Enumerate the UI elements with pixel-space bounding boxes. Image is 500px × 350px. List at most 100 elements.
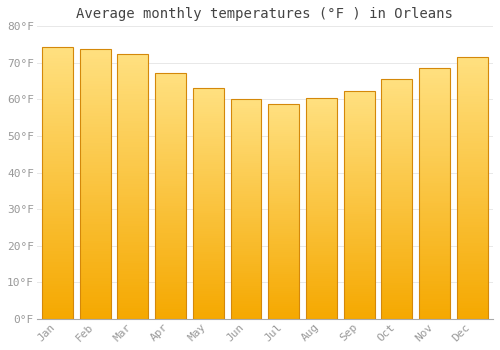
Bar — [306, 217, 337, 220]
Bar — [344, 260, 374, 262]
Bar — [230, 288, 262, 290]
Bar — [457, 251, 488, 253]
Bar — [457, 172, 488, 175]
Bar — [344, 216, 374, 219]
Bar — [306, 299, 337, 301]
Bar — [42, 197, 73, 199]
Bar — [118, 94, 148, 97]
Bar — [344, 144, 374, 146]
Bar — [193, 289, 224, 291]
Bar — [118, 258, 148, 261]
Bar — [80, 103, 110, 105]
Bar — [118, 269, 148, 271]
Bar — [118, 290, 148, 293]
Bar — [193, 89, 224, 319]
Bar — [419, 196, 450, 198]
Bar — [118, 118, 148, 120]
Bar — [382, 142, 412, 144]
Bar — [382, 182, 412, 185]
Bar — [118, 60, 148, 62]
Bar — [344, 168, 374, 171]
Bar — [42, 96, 73, 99]
Bar — [344, 266, 374, 269]
Bar — [419, 286, 450, 289]
Bar — [193, 257, 224, 259]
Bar — [80, 92, 110, 94]
Bar — [155, 139, 186, 142]
Bar — [155, 88, 186, 90]
Bar — [118, 70, 148, 73]
Bar — [457, 177, 488, 180]
Bar — [118, 187, 148, 189]
Bar — [230, 178, 262, 180]
Bar — [193, 102, 224, 105]
Bar — [457, 57, 488, 60]
Bar — [155, 245, 186, 247]
Bar — [118, 99, 148, 102]
Bar — [230, 196, 262, 198]
Bar — [344, 121, 374, 123]
Bar — [268, 142, 299, 145]
Bar — [457, 60, 488, 62]
Bar — [42, 194, 73, 197]
Bar — [419, 108, 450, 110]
Bar — [230, 231, 262, 233]
Bar — [382, 168, 412, 170]
Bar — [457, 162, 488, 164]
Bar — [155, 154, 186, 156]
Bar — [155, 147, 186, 149]
Bar — [268, 158, 299, 160]
Bar — [382, 264, 412, 266]
Bar — [230, 315, 262, 317]
Bar — [268, 112, 299, 114]
Bar — [344, 314, 374, 317]
Bar — [382, 204, 412, 206]
Bar — [306, 178, 337, 180]
Bar — [268, 106, 299, 108]
Bar — [419, 188, 450, 191]
Bar — [42, 112, 73, 115]
Bar — [155, 127, 186, 130]
Bar — [268, 121, 299, 123]
Bar — [382, 158, 412, 161]
Bar — [155, 174, 186, 176]
Bar — [268, 183, 299, 186]
Bar — [155, 90, 186, 92]
Bar — [382, 122, 412, 125]
Bar — [42, 129, 73, 131]
Bar — [193, 195, 224, 197]
Bar — [268, 203, 299, 205]
Bar — [193, 310, 224, 312]
Bar — [118, 86, 148, 89]
Bar — [306, 156, 337, 158]
Bar — [155, 247, 186, 250]
Bar — [306, 158, 337, 160]
Bar — [306, 257, 337, 259]
Bar — [230, 310, 262, 312]
Bar — [193, 213, 224, 215]
Bar — [457, 206, 488, 209]
Bar — [382, 278, 412, 281]
Bar — [268, 104, 299, 319]
Bar — [457, 180, 488, 183]
Bar — [42, 216, 73, 218]
Bar — [155, 233, 186, 235]
Bar — [193, 199, 224, 201]
Bar — [419, 158, 450, 161]
Bar — [457, 83, 488, 86]
Bar — [419, 229, 450, 231]
Bar — [230, 147, 262, 149]
Bar — [193, 247, 224, 250]
Bar — [155, 85, 186, 88]
Bar — [268, 166, 299, 168]
Bar — [419, 241, 450, 244]
Bar — [344, 91, 374, 93]
Bar — [268, 222, 299, 224]
Bar — [457, 80, 488, 83]
Bar — [193, 162, 224, 164]
Bar — [155, 149, 186, 152]
Bar — [419, 181, 450, 183]
Bar — [118, 168, 148, 171]
Bar — [419, 226, 450, 229]
Bar — [118, 171, 148, 174]
